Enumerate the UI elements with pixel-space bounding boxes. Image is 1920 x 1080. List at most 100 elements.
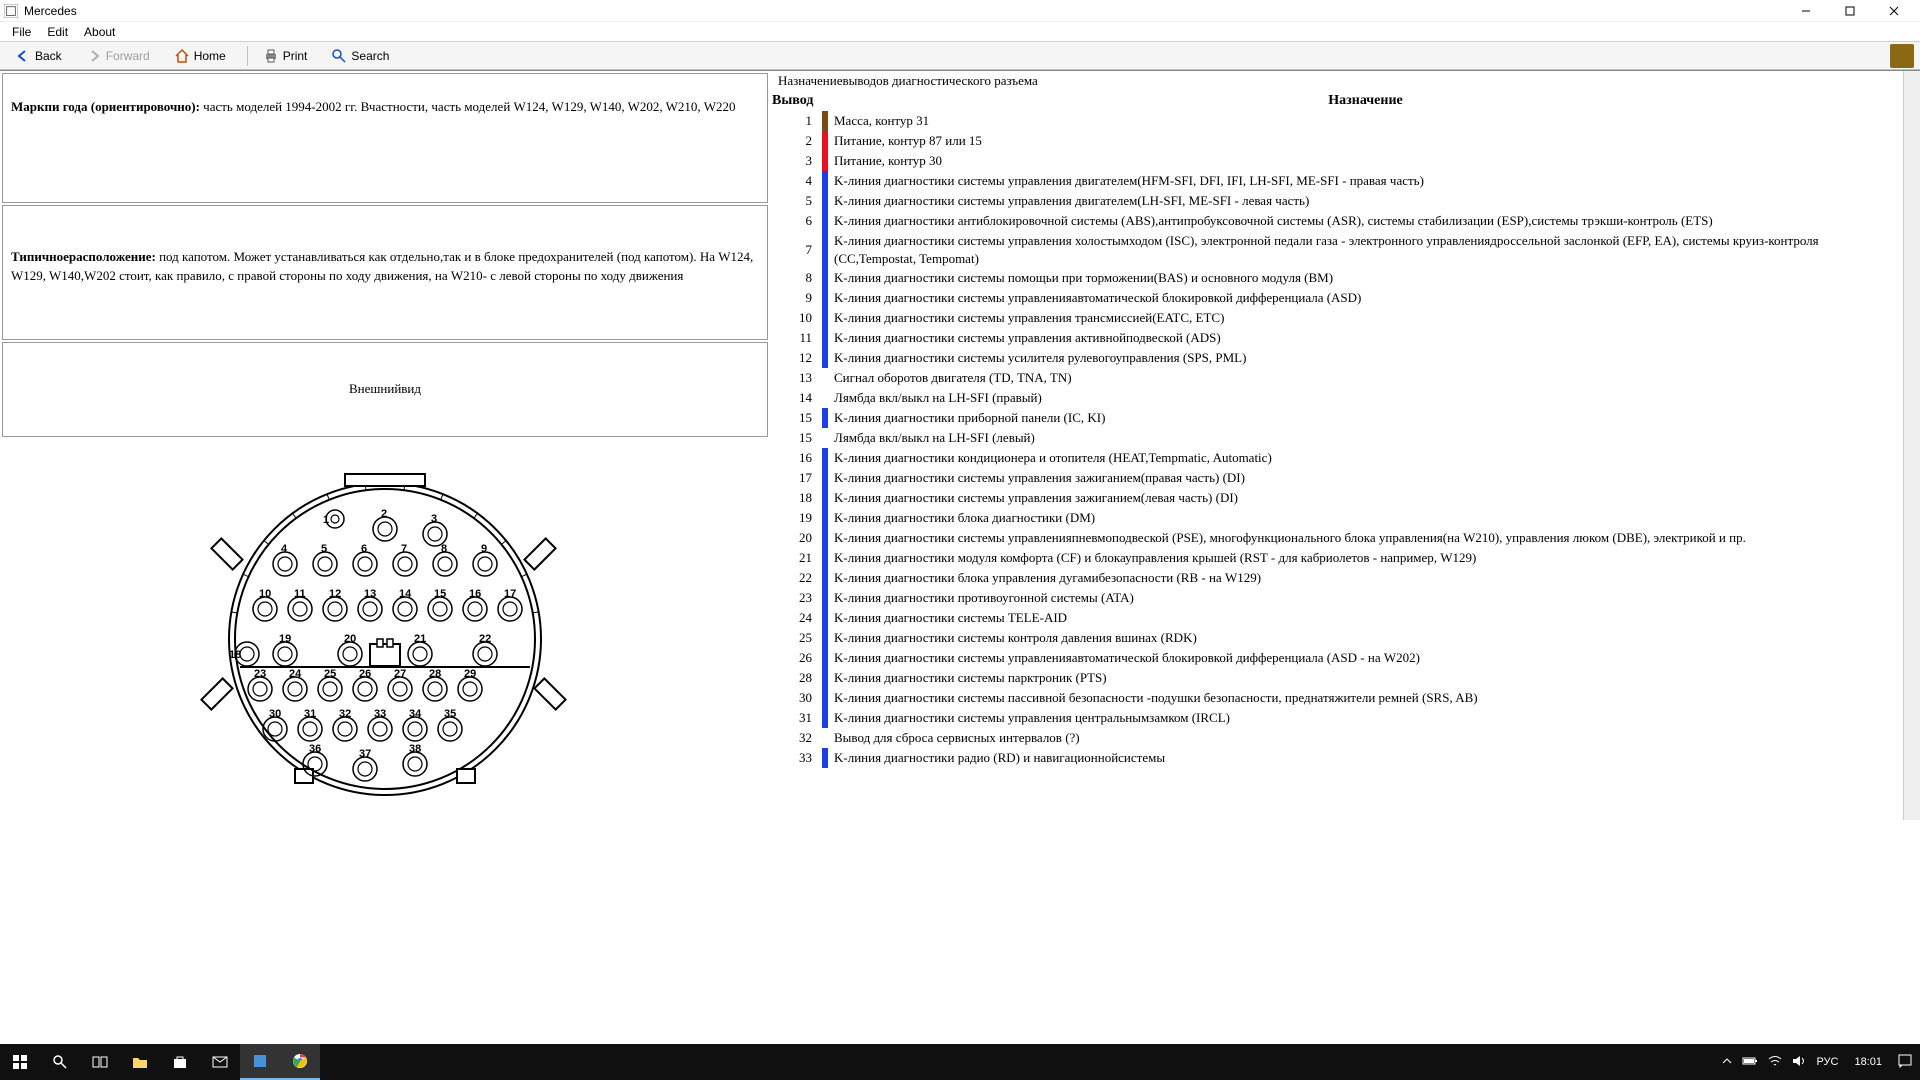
clock[interactable]: 18:01 <box>1848 1056 1888 1068</box>
pin-number: 28 <box>772 668 822 688</box>
table-row: 15K-линия диагностики приборной панели (… <box>772 408 1901 428</box>
table-row: 14Лямбда вкл/выкл на LH-SFI (правый) <box>772 388 1901 408</box>
pin-description: K-линия диагностики системы управления д… <box>834 191 1901 211</box>
pin-number: 2 <box>772 131 822 151</box>
volume-icon[interactable] <box>1792 1055 1806 1070</box>
right-pane: Назначениевыводов диагностического разъе… <box>770 71 1903 820</box>
color-indicator <box>822 368 828 388</box>
table-row: 15Лямбда вкл/выкл на LH-SFI (левый) <box>772 428 1901 448</box>
table-row: 25 K-линия диагностики системы контроля д… <box>772 628 1901 648</box>
svg-text:9: 9 <box>481 543 487 555</box>
svg-text:15: 15 <box>434 588 446 600</box>
svg-text:23: 23 <box>254 668 266 680</box>
pin-description: Сигнал оборотов двигателя (TD, TNA, TN) <box>834 368 1901 388</box>
table-body: 1Масса, контур 312Питание, контур 87 или… <box>772 111 1901 768</box>
print-label: Print <box>283 49 308 63</box>
back-button[interactable]: Back <box>6 45 71 67</box>
table-row: 18K-линия диагностики системы управления… <box>772 488 1901 508</box>
svg-text:14: 14 <box>399 588 412 600</box>
color-indicator <box>822 688 828 708</box>
table-row: 8K-линия диагностики системы помощьи при… <box>772 268 1901 288</box>
pin-description: K-линия диагностики системы управленияпн… <box>834 528 1901 548</box>
pin-number: 7 <box>772 231 822 268</box>
table-row: 33K-линия диагностики радио (RD) и навиг… <box>772 748 1901 768</box>
view-box: Внешнийвид <box>2 342 768 437</box>
svg-text:11: 11 <box>294 588 306 600</box>
pin-description: K-линия диагностики кондиционера и отопи… <box>834 448 1901 468</box>
color-indicator <box>822 448 828 468</box>
pin-number: 1 <box>772 111 822 131</box>
pin-number: 6 <box>772 211 822 231</box>
vertical-scrollbar[interactable] <box>1903 71 1920 820</box>
file-explorer-icon[interactable] <box>120 1044 160 1080</box>
content-area: Маркпи года (ориентировочно): часть моде… <box>0 70 1920 820</box>
pin-number: 18 <box>772 488 822 508</box>
table-row: 9K-линия диагностики системы управленияа… <box>772 288 1901 308</box>
back-label: Back <box>35 49 62 63</box>
chrome-icon[interactable] <box>280 1044 320 1080</box>
color-indicator <box>822 508 828 528</box>
table-row: 32Вывод для сброса сервисных интервалов … <box>772 728 1901 748</box>
svg-text:34: 34 <box>409 708 422 720</box>
forward-button[interactable]: Forward <box>77 45 159 67</box>
language-indicator[interactable]: РУС <box>1816 1056 1838 1068</box>
store-icon[interactable] <box>160 1044 200 1080</box>
view-label: Внешнийвид <box>349 380 421 398</box>
taskbar-app-1[interactable] <box>240 1044 280 1080</box>
svg-text:33: 33 <box>374 708 386 720</box>
print-button[interactable]: Print <box>254 45 317 67</box>
pin-number: 12 <box>772 348 822 368</box>
search-button[interactable]: Search <box>322 45 398 67</box>
maximize-button[interactable] <box>1828 0 1872 22</box>
notification-icon[interactable] <box>1898 1054 1912 1071</box>
forward-label: Forward <box>106 49 150 63</box>
tray-chevron-icon[interactable] <box>1722 1056 1732 1069</box>
header-pin: Вывод <box>772 93 822 109</box>
menu-edit[interactable]: Edit <box>39 23 76 41</box>
task-view-icon[interactable] <box>80 1044 120 1080</box>
table-row: 6K-линия диагностики антиблокировочной с… <box>772 211 1901 231</box>
pin-description: K-линия диагностики системы управленияав… <box>834 288 1901 308</box>
pin-description: K-линия диагностики системы контроля дав… <box>834 628 1901 648</box>
color-indicator <box>822 171 828 191</box>
pin-number: 4 <box>772 171 822 191</box>
close-button[interactable] <box>1872 0 1916 22</box>
svg-text:6: 6 <box>361 543 367 555</box>
taskbar-search-icon[interactable] <box>40 1044 80 1080</box>
table-row: 13Сигнал оборотов двигателя (TD, TNA, TN… <box>772 368 1901 388</box>
battery-icon[interactable] <box>1742 1056 1758 1069</box>
pin-description: K-линия диагностики модуля комфорта (CF)… <box>834 548 1901 568</box>
mail-icon[interactable] <box>200 1044 240 1080</box>
svg-text:32: 32 <box>339 708 351 720</box>
wifi-icon[interactable] <box>1768 1055 1782 1070</box>
pin-number: 10 <box>772 308 822 328</box>
pin-description: K-линия диагностики системы управленияав… <box>834 648 1901 668</box>
pin-number: 16 <box>772 448 822 468</box>
menu-about[interactable]: About <box>76 23 123 41</box>
minimize-button[interactable] <box>1784 0 1828 22</box>
pin-number: 25 <box>772 628 822 648</box>
connector-box: 1234567891011121314151617181920212223242… <box>2 439 768 819</box>
svg-text:20: 20 <box>344 633 356 645</box>
color-indicator <box>822 628 828 648</box>
menu-file[interactable]: File <box>4 23 39 41</box>
clock-time: 18:01 <box>1854 1056 1882 1068</box>
color-indicator <box>822 231 828 268</box>
svg-text:25: 25 <box>324 668 336 680</box>
pin-description: K-линия диагностики приборной панели (IC… <box>834 408 1901 428</box>
home-button[interactable]: Home <box>165 45 235 67</box>
year-box: Маркпи года (ориентировочно): часть моде… <box>2 73 768 203</box>
color-indicator <box>822 211 828 231</box>
year-text: часть моделей 1994-2002 гг. Вчастности, … <box>200 99 736 114</box>
table-row: 20K-линия диагностики системы управления… <box>772 528 1901 548</box>
forward-arrow-icon <box>86 48 102 64</box>
table-row: 1Масса, контур 31 <box>772 111 1901 131</box>
table-row: 24K-линия диагностики системы TELE-AID <box>772 608 1901 628</box>
start-button[interactable] <box>0 1044 40 1080</box>
table-title: Назначениевыводов диагностического разъе… <box>772 71 1901 91</box>
color-indicator <box>822 191 828 211</box>
pin-description: K-линия диагностики системы управления х… <box>834 231 1901 268</box>
print-icon <box>263 48 279 64</box>
color-indicator <box>822 748 828 768</box>
table-row: 19K-линия диагностики блока диагностики … <box>772 508 1901 528</box>
